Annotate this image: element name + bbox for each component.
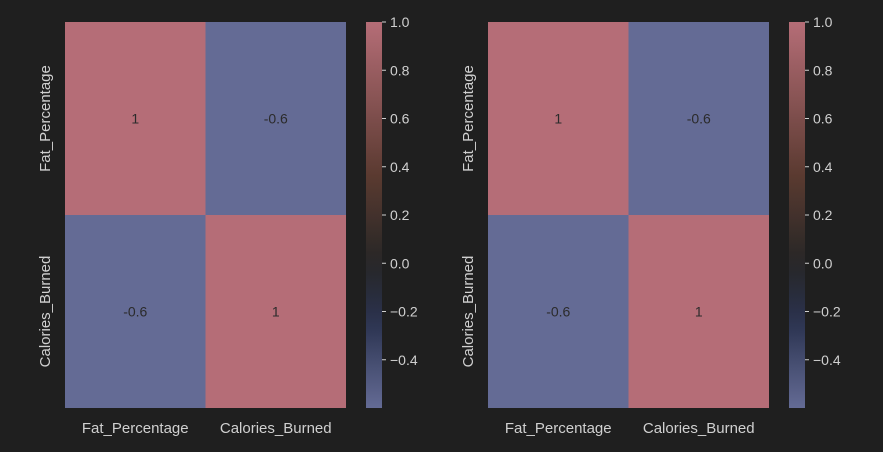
- heatmap-cell-r0-c1: [628, 22, 769, 215]
- colorbar-tick-label-6: −0.2: [813, 304, 841, 320]
- cell-annotation-r1-c1: 1: [695, 304, 703, 320]
- colorbar-tick-label-4: 0.2: [813, 207, 833, 223]
- colorbar-tick-label-1: 0.8: [813, 62, 833, 78]
- cell-annotation-r0-c1: -0.6: [687, 111, 711, 127]
- colorbar-tick-label-0: 1.0: [390, 14, 410, 30]
- heatmap-cell-r1-c1: [628, 215, 769, 408]
- heatmap-cell-r0-c0: [488, 22, 629, 215]
- cell-annotation-r0-c0: 1: [131, 111, 139, 127]
- colorbar-tick-label-4: 0.2: [390, 207, 410, 223]
- y-tick-label-0: Fat_Percentage: [460, 65, 477, 172]
- y-tick-label-1: Calories_Burned: [460, 256, 477, 368]
- heatmap-cell-r1-c0: [488, 215, 629, 408]
- colorbar-tick-label-2: 0.6: [390, 111, 410, 127]
- heatmap-cell-r0-c1: [205, 22, 346, 215]
- x-tick-label-0: Fat_Percentage: [505, 420, 612, 437]
- colorbar-tick-label-5: 0.0: [390, 255, 410, 271]
- y-tick-label-1: Calories_Burned: [37, 256, 54, 368]
- cell-annotation-r1-c1: 1: [272, 304, 280, 320]
- x-tick-label-0: Fat_Percentage: [82, 420, 189, 437]
- heatmap-cell-r1-c1: [205, 215, 346, 408]
- heatmap-panel-1: 1 -0.6 -0.6 1 Fat_Percentage Calories_Burned F…: [37, 14, 418, 437]
- colorbar-tick-label-5: 0.0: [813, 255, 833, 271]
- y-tick-label-0: Fat_Percentage: [37, 65, 54, 172]
- cell-annotation-r1-c0: -0.6: [123, 304, 147, 320]
- colorbar-tick-label-7: −0.4: [390, 352, 418, 368]
- cell-annotation-r0-c1: -0.6: [264, 111, 288, 127]
- colorbar-tick-label-6: −0.2: [390, 304, 418, 320]
- colorbar: [789, 22, 805, 408]
- colorbar-tick-label-2: 0.6: [813, 111, 833, 127]
- x-tick-label-1: Calories_Burned: [643, 420, 755, 437]
- colorbar: [366, 22, 382, 408]
- colorbar-tick-label-0: 1.0: [813, 14, 833, 30]
- colorbar-tick-label-7: −0.4: [813, 352, 841, 368]
- cell-annotation-r1-c0: -0.6: [546, 304, 570, 320]
- colorbar-tick-label-3: 0.4: [813, 159, 833, 175]
- x-tick-label-1: Calories_Burned: [220, 420, 332, 437]
- heatmap-cell-r1-c0: [65, 215, 206, 408]
- cell-annotation-r0-c0: 1: [554, 111, 562, 127]
- colorbar-tick-label-1: 0.8: [390, 62, 410, 78]
- heatmap-panel-2: 1 -0.6 -0.6 1 Fat_Percentage Calories_Burned F…: [460, 14, 841, 437]
- heatmap-cell-r0-c0: [65, 22, 206, 215]
- colorbar-tick-label-3: 0.4: [390, 159, 410, 175]
